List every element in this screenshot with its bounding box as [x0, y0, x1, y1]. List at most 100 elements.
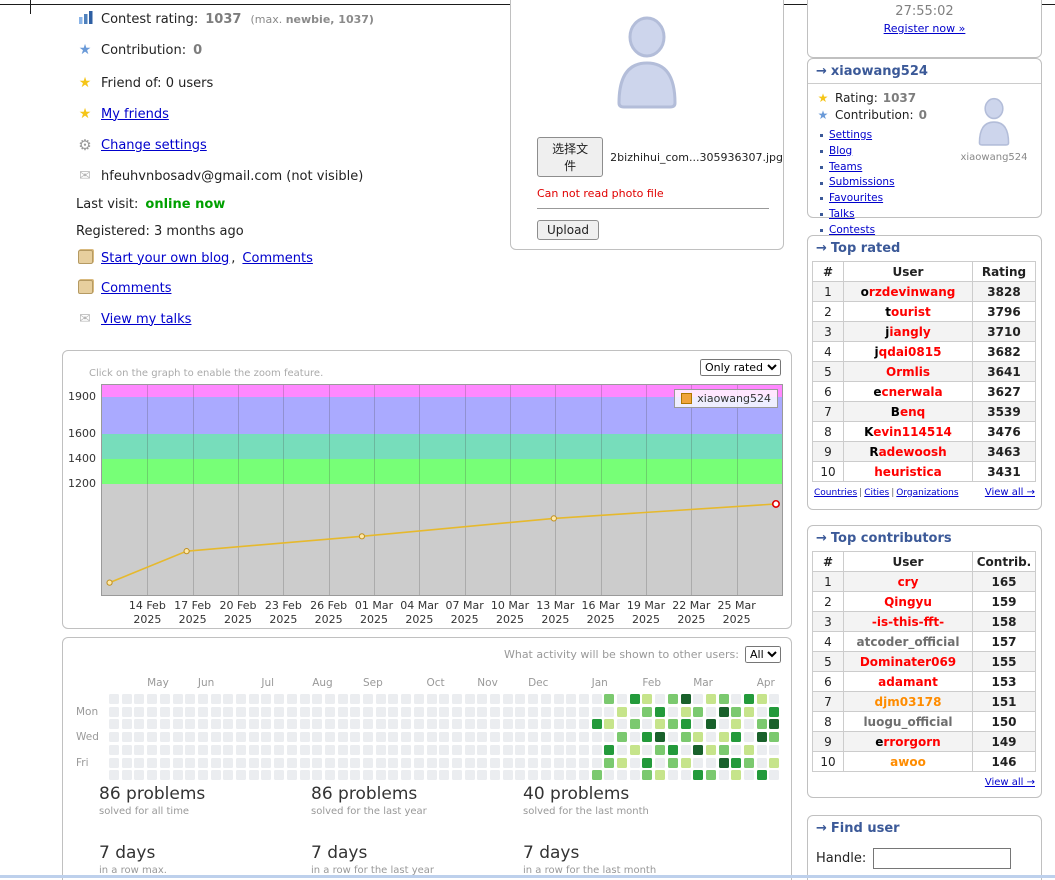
value-cell: 155 — [972, 651, 1036, 672]
heatmap-cell — [236, 744, 246, 755]
heatmap-cell — [236, 706, 246, 717]
value-cell: 3641 — [972, 361, 1036, 382]
sidebar-link-favourites[interactable]: Favourites — [829, 192, 884, 204]
sidebar-link-contests[interactable]: Contests — [829, 223, 876, 236]
blog-icon — [76, 249, 94, 267]
heatmap-cell — [578, 694, 589, 704]
rank-cell: 6 — [812, 381, 844, 402]
countries-link[interactable]: Countries — [814, 487, 858, 498]
sidebar-avatar — [968, 97, 1020, 151]
user-handle[interactable]: -is-this-fft- — [871, 614, 945, 629]
user-handle[interactable]: luogu_official — [863, 714, 953, 729]
view-all-link[interactable]: View all → — [984, 777, 1035, 788]
separator: , — [231, 250, 236, 266]
user-handle[interactable]: Dominater069 — [859, 654, 957, 669]
heatmap-cell — [350, 694, 361, 704]
heatmap-cell — [109, 732, 119, 743]
comments-link[interactable]: Comments — [101, 280, 172, 296]
heatmap-cell — [731, 706, 742, 717]
heatmap-cell — [210, 694, 221, 704]
heatmap-cell — [388, 706, 399, 717]
user-handle[interactable]: Benq — [890, 404, 926, 419]
bullet-icon — [820, 213, 823, 217]
heatmap-cell — [515, 719, 526, 730]
heatmap-cell — [680, 744, 691, 755]
x-tick-label: 22 Mar 2025 — [672, 599, 711, 626]
choose-file-button[interactable]: 选择文件 — [537, 137, 604, 177]
user-handle[interactable]: tourist — [885, 304, 931, 319]
heatmap-cell — [744, 694, 754, 704]
heatmap-cell — [528, 744, 539, 755]
table-row: 6 ecnerwala 3627 — [812, 381, 1036, 402]
view-all-link[interactable]: View all → — [984, 487, 1035, 498]
user-handle[interactable]: adamant — [878, 674, 938, 689]
heatmap-cell — [490, 744, 500, 755]
heatmap-cell — [172, 732, 183, 743]
heatmap-cell — [121, 694, 132, 704]
table-row: 6 adamant 153 — [812, 671, 1036, 692]
heatmap-cell — [502, 757, 513, 768]
user-handle[interactable]: jiangly — [885, 324, 931, 339]
heatmap-cell — [363, 732, 373, 743]
heatmap-cell — [248, 744, 259, 755]
my-friends-link[interactable]: My friends — [101, 106, 169, 122]
bar-chart-icon — [76, 11, 94, 27]
heatmap-cell — [210, 706, 221, 717]
user-handle[interactable]: cry — [897, 574, 919, 589]
user-cell: cry — [843, 571, 973, 592]
start-blog-link[interactable]: Start your own blog — [101, 250, 230, 266]
heatmap-cell — [667, 770, 678, 781]
sidebar-link-teams[interactable]: Teams — [829, 160, 863, 173]
heatmap-cell — [502, 744, 513, 755]
user-handle[interactable]: heuristica — [874, 464, 942, 479]
heatmap-cell — [210, 719, 221, 730]
user-handle[interactable]: orzdevinwang — [860, 284, 956, 299]
heatmap-cell — [337, 744, 348, 755]
user-handle[interactable]: Qingyu — [884, 594, 932, 609]
heatmap-cell — [159, 719, 170, 730]
caption-arrow: → — [816, 64, 827, 79]
sidebar-link-talks[interactable]: Talks — [829, 207, 855, 220]
heatmap-cell — [515, 744, 526, 755]
comments-row: Comments — [76, 277, 171, 299]
user-handle[interactable]: ecnerwala — [873, 384, 943, 399]
heatmap-cell — [477, 719, 488, 730]
sidebar-link-settings[interactable]: Settings — [829, 129, 873, 141]
rank-cell: 9 — [812, 731, 844, 752]
cities-link[interactable]: Cities — [864, 487, 890, 498]
rating-band — [102, 459, 782, 484]
user-handle[interactable]: jqdai0815 — [874, 344, 942, 359]
register-now-link[interactable]: Register now » — [883, 22, 966, 35]
rating-graph-plot[interactable]: xiaowang524 14 Feb 2025 17 Feb 2025 20 Feb 20… — [68, 384, 783, 626]
user-handle[interactable]: errorgorn — [875, 734, 941, 749]
user-handle[interactable]: djm03178 — [874, 694, 942, 709]
rated-filter-select[interactable]: Only rated — [700, 359, 781, 376]
contest-countdown-box: 27:55:02 Register now » — [807, 0, 1042, 58]
stat-block: 7 days in a row for the last year — [311, 843, 523, 876]
bullet-icon — [820, 228, 823, 232]
user-handle[interactable]: atcoder_official — [856, 634, 960, 649]
heatmap-cell — [451, 744, 462, 755]
legend-swatch — [681, 393, 693, 404]
email-text: hfeuhvnbosadv@gmail.com (not visible) — [101, 168, 364, 184]
organizations-link[interactable]: Organizations — [896, 487, 959, 498]
table-row: 4 atcoder_official 157 — [812, 631, 1036, 652]
view-talks-link[interactable]: View my talks — [101, 311, 192, 327]
change-settings-link[interactable]: Change settings — [101, 137, 207, 153]
user-handle[interactable]: Kevin114514 — [864, 424, 952, 439]
user-handle[interactable]: Radewoosh — [869, 444, 947, 459]
activity-filter-select[interactable]: All — [745, 646, 781, 663]
value-cell: 3463 — [972, 441, 1036, 462]
sidebar-link-blog[interactable]: Blog — [829, 144, 853, 157]
view-talks-row: ✉ View my talks — [76, 308, 191, 330]
handle-input[interactable] — [873, 848, 1012, 869]
upload-button[interactable]: Upload — [537, 220, 600, 240]
last-visit-label: Last visit: — [76, 196, 139, 212]
heatmap-cell — [299, 770, 310, 781]
sidebar-link-submissions[interactable]: Submissions — [829, 176, 895, 189]
value-cell: 3476 — [972, 421, 1036, 442]
user-handle[interactable]: awoo — [890, 754, 926, 769]
user-handle[interactable]: Ormlis — [886, 364, 930, 379]
blog-comments-link[interactable]: Comments — [242, 250, 313, 266]
heatmap-cell — [566, 732, 577, 743]
